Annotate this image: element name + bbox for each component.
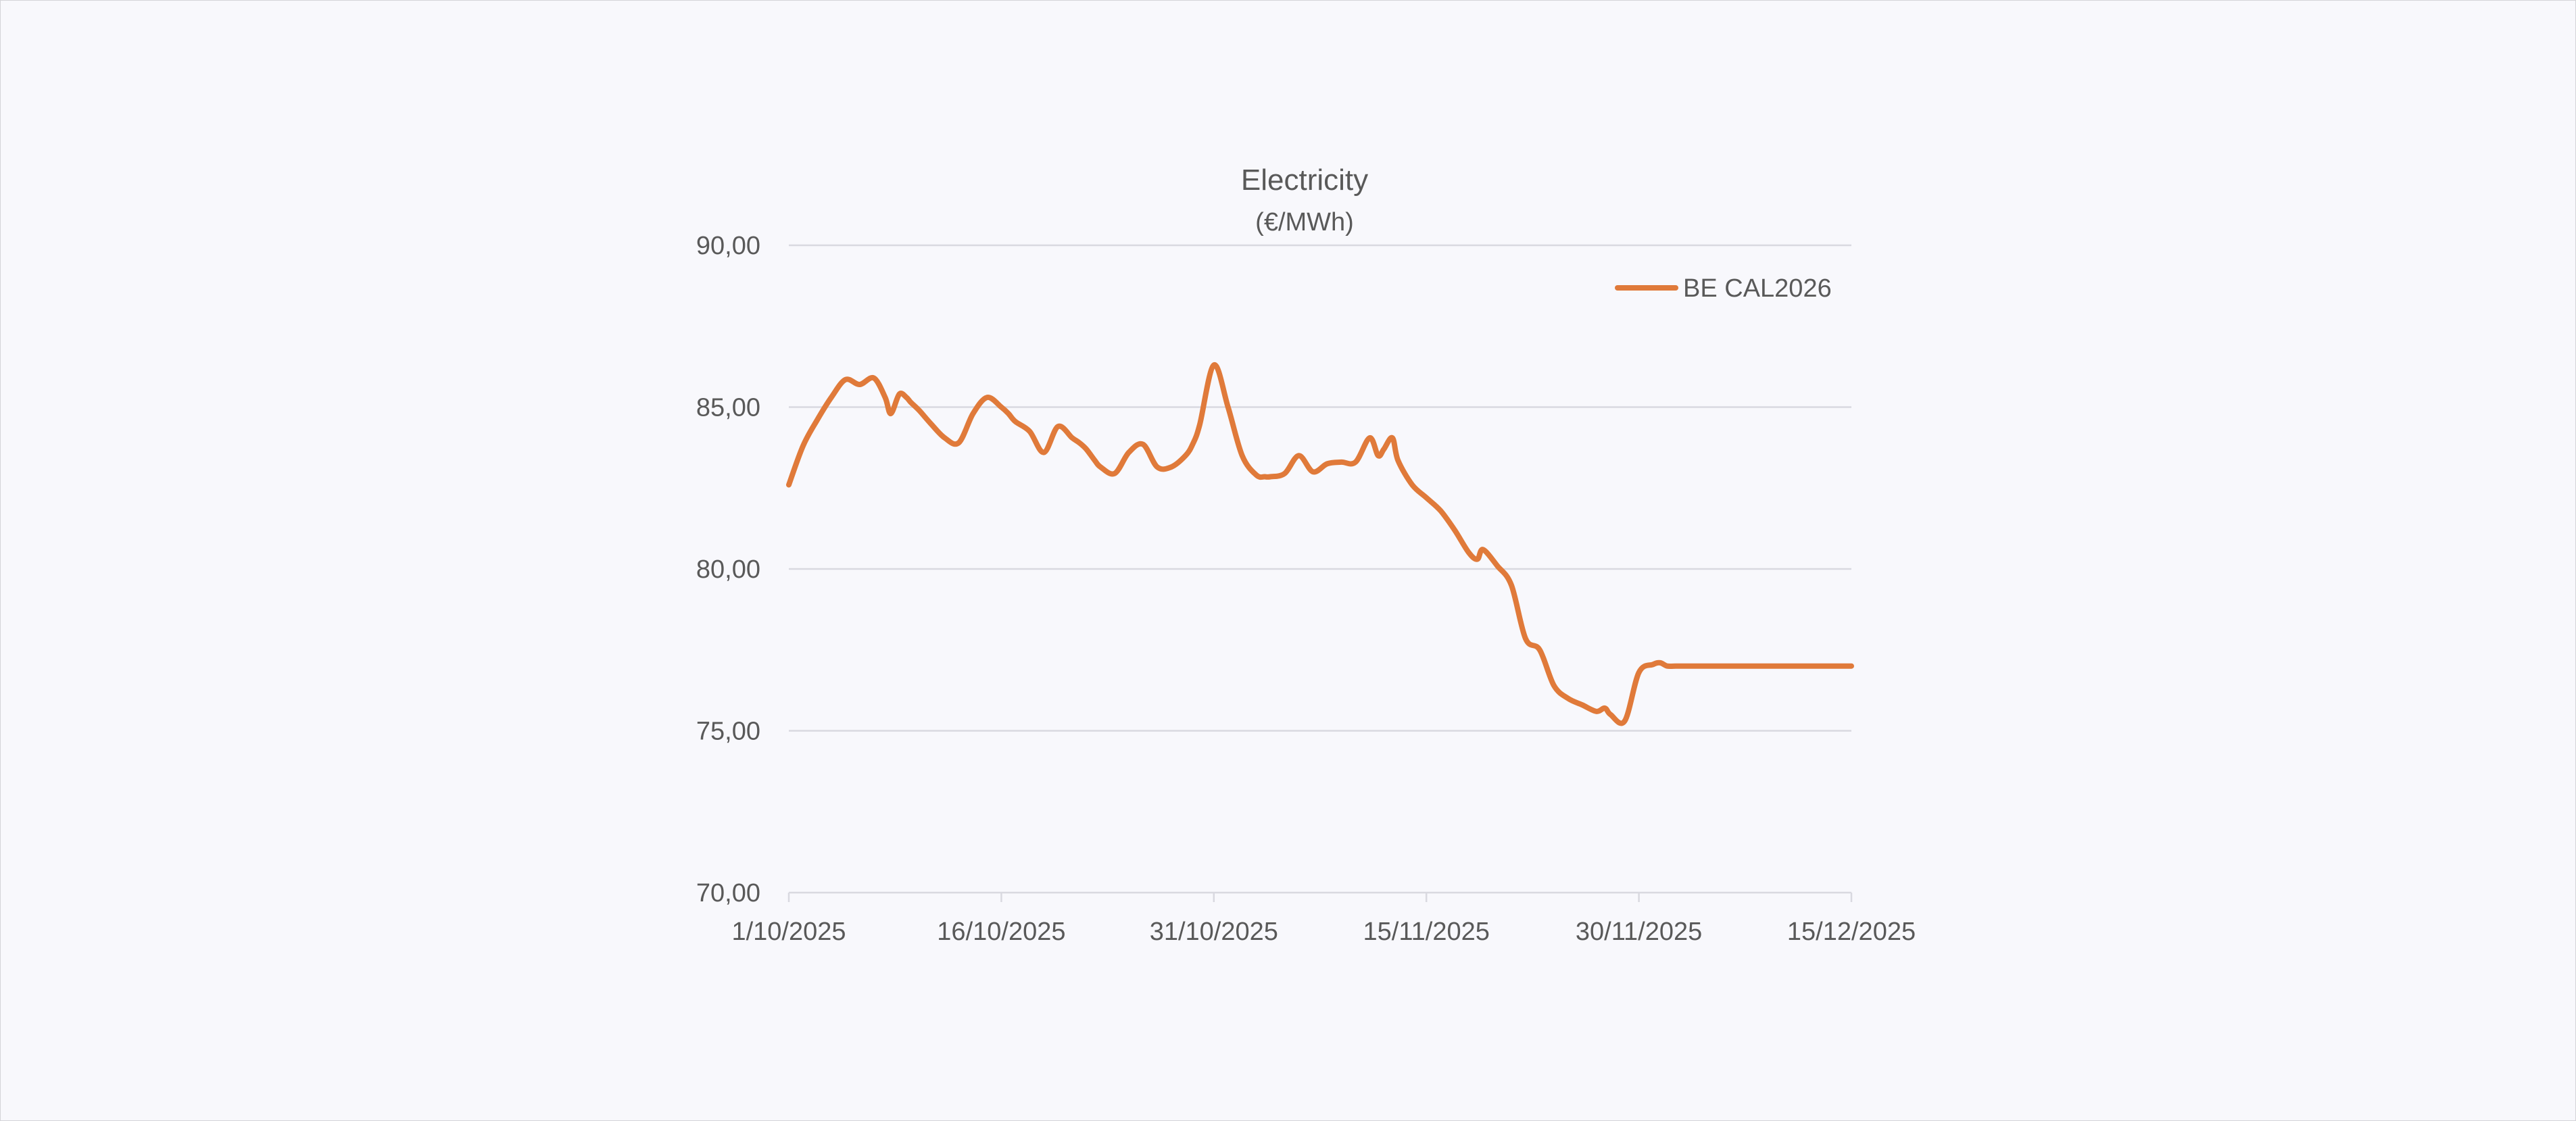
series-line-0: [786, 362, 1854, 726]
legend: BE CAL2026: [1615, 274, 1832, 303]
y-tick-label: 70,00: [696, 879, 760, 907]
y-tick-label: 85,00: [696, 394, 760, 422]
series-lines: [786, 362, 1854, 726]
chart-subtitle: (€/MWh): [1255, 208, 1354, 236]
y-axis-labels: 70,00 75,00 80,00 85,00 90,00: [696, 232, 760, 907]
x-axis-labels: 1/10/2025 16/10/2025 31/10/2025 15/11/2025 3…: [731, 918, 1916, 946]
x-tick-label: 31/10/2025: [1150, 918, 1278, 946]
x-tick-label: 15/11/2025: [1363, 918, 1490, 946]
x-tick-label: 16/10/2025: [937, 918, 1065, 946]
y-tick-label: 75,00: [696, 718, 760, 746]
x-axis: [787, 891, 1853, 902]
x-tick-label: 30/11/2025: [1576, 918, 1702, 946]
x-tick-label: 15/12/2025: [1787, 918, 1916, 946]
chart-title: Electricity: [1241, 164, 1368, 197]
y-tick-label: 80,00: [696, 555, 760, 584]
x-tick-label: 1/10/2025: [731, 918, 846, 946]
gridlines: [789, 244, 1851, 732]
legend-label: BE CAL2026: [1683, 274, 1832, 303]
y-tick-label: 90,00: [696, 232, 760, 260]
